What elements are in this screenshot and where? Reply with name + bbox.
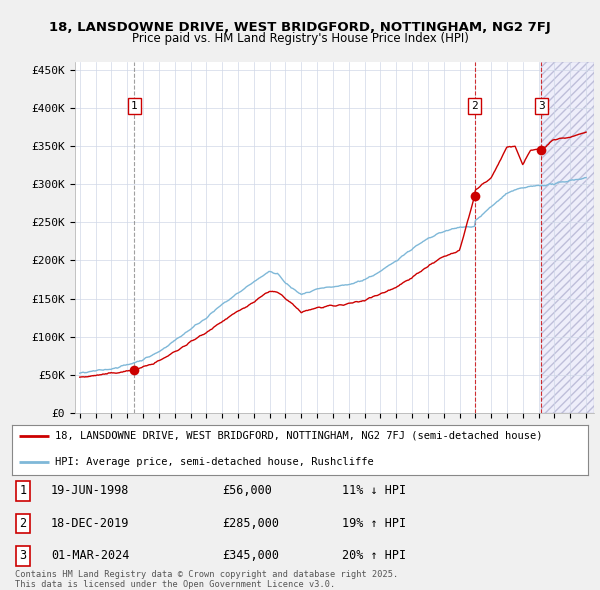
Text: 18-DEC-2019: 18-DEC-2019 [51, 517, 130, 530]
Text: Contains HM Land Registry data © Crown copyright and database right 2025.
This d: Contains HM Land Registry data © Crown c… [15, 570, 398, 589]
Text: 01-MAR-2024: 01-MAR-2024 [51, 549, 130, 562]
Text: 18, LANSDOWNE DRIVE, WEST BRIDGFORD, NOTTINGHAM, NG2 7FJ: 18, LANSDOWNE DRIVE, WEST BRIDGFORD, NOT… [49, 21, 551, 34]
Text: £56,000: £56,000 [222, 484, 272, 497]
Text: 1: 1 [131, 101, 138, 111]
Text: 3: 3 [538, 101, 545, 111]
Text: 2: 2 [472, 101, 478, 111]
Text: 19% ↑ HPI: 19% ↑ HPI [342, 517, 406, 530]
Text: 2: 2 [19, 517, 26, 530]
Text: 11% ↓ HPI: 11% ↓ HPI [342, 484, 406, 497]
Text: 18, LANSDOWNE DRIVE, WEST BRIDGFORD, NOTTINGHAM, NG2 7FJ (semi-detached house): 18, LANSDOWNE DRIVE, WEST BRIDGFORD, NOT… [55, 431, 543, 441]
Text: HPI: Average price, semi-detached house, Rushcliffe: HPI: Average price, semi-detached house,… [55, 457, 374, 467]
Text: 1: 1 [19, 484, 26, 497]
Text: 20% ↑ HPI: 20% ↑ HPI [342, 549, 406, 562]
Text: £345,000: £345,000 [222, 549, 279, 562]
Text: Price paid vs. HM Land Registry's House Price Index (HPI): Price paid vs. HM Land Registry's House … [131, 32, 469, 45]
Text: 3: 3 [19, 549, 26, 562]
Text: £285,000: £285,000 [222, 517, 279, 530]
Text: 19-JUN-1998: 19-JUN-1998 [51, 484, 130, 497]
